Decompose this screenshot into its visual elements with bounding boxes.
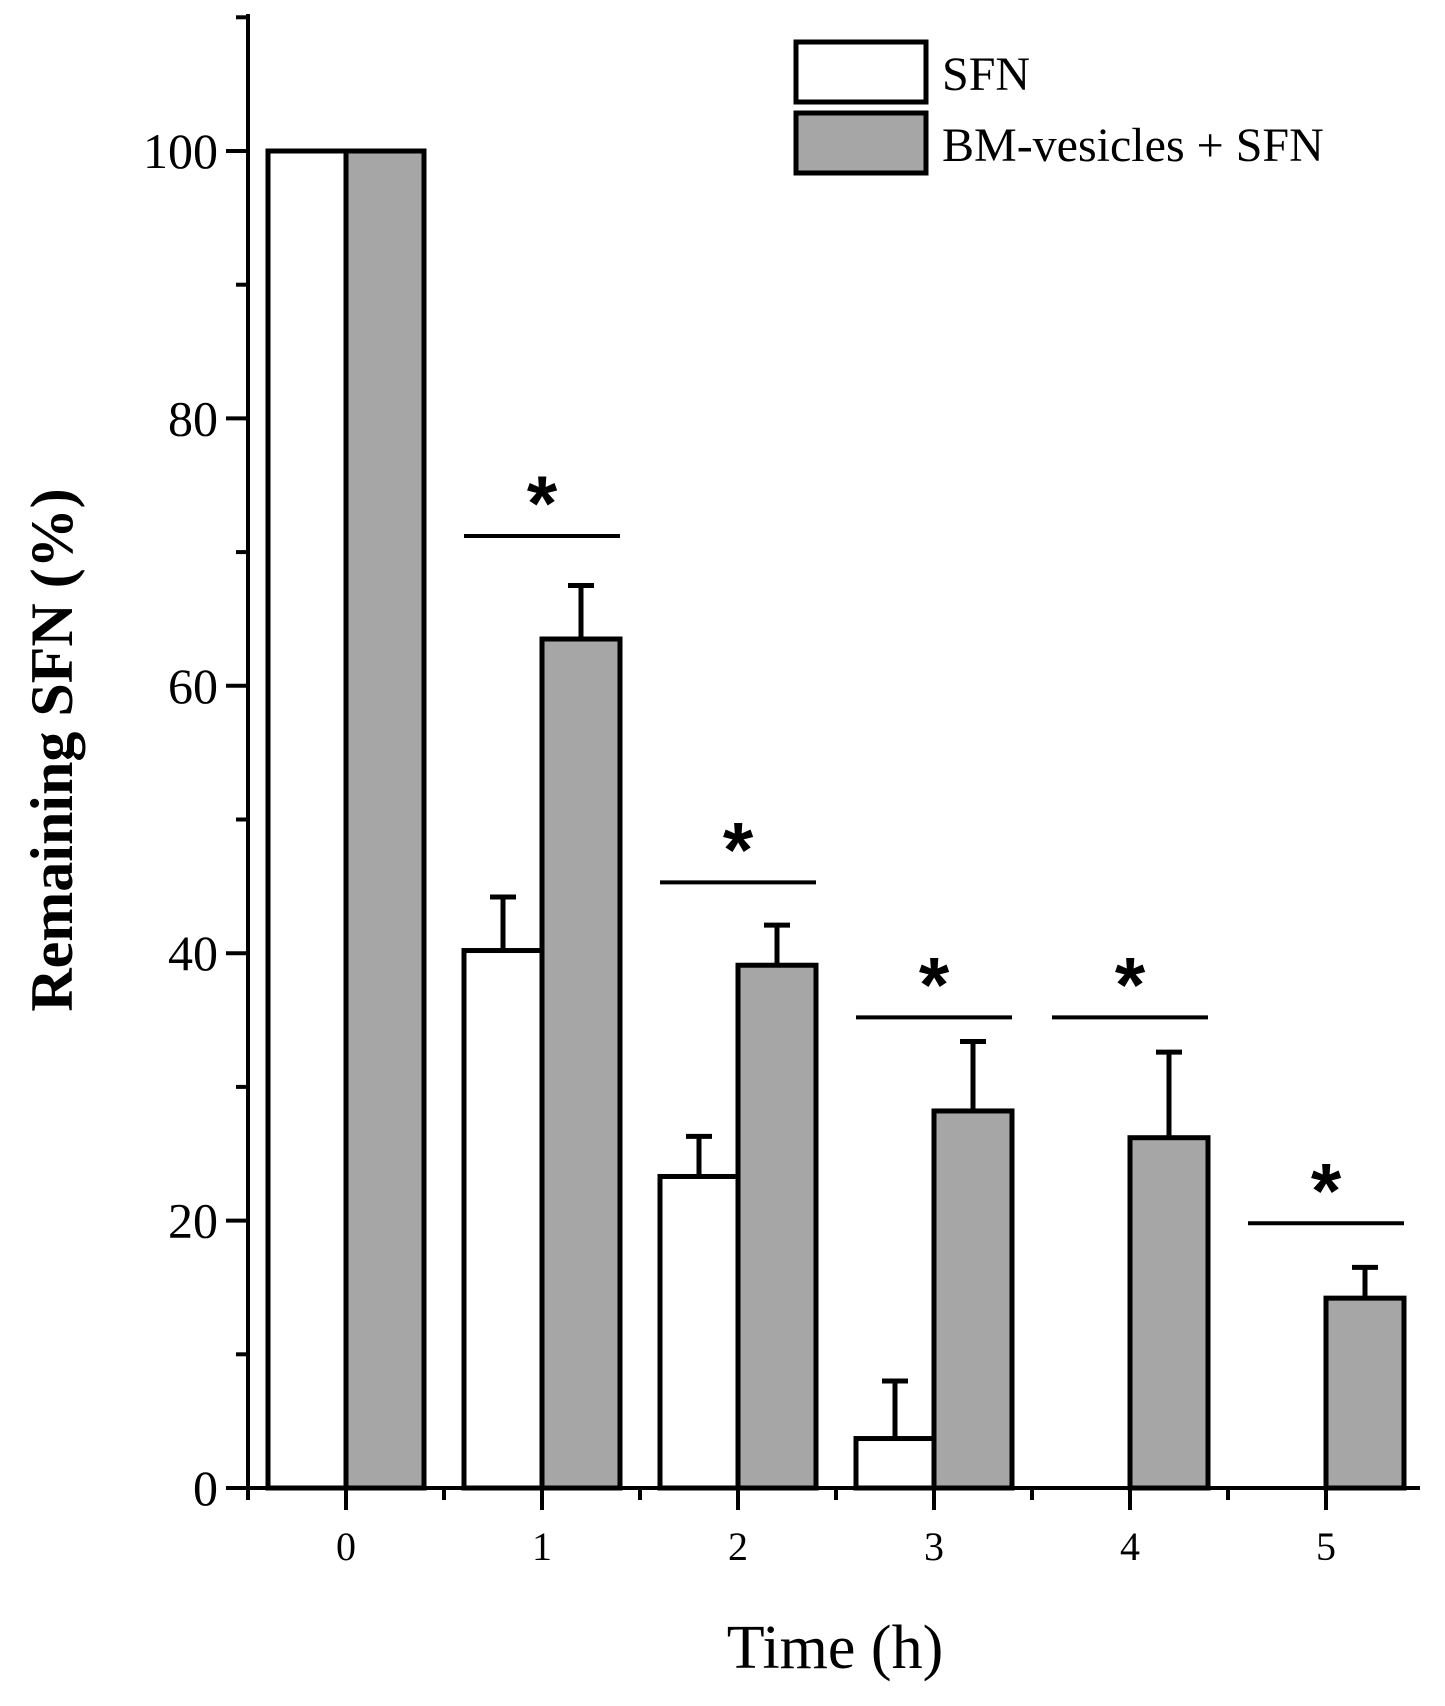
significance-layer: * * * * *	[464, 459, 1404, 1234]
significance-star-4: *	[1115, 940, 1146, 1028]
bar-bm-vesicles-sfn-0	[343, 148, 427, 1491]
bar-sfn-0	[265, 148, 349, 1491]
y-tick-label-100: 100	[143, 123, 218, 179]
y-tick-label-60: 60	[168, 658, 218, 714]
legend-swatch-bm-vesicles-sfn	[793, 110, 929, 176]
bar-bm-vesicles-sfn-3	[931, 1108, 1015, 1491]
significance-star-5: *	[1311, 1146, 1342, 1234]
x-tick-label-0: 0	[336, 1524, 356, 1569]
bar-bm-vesicles-sfn-4	[1127, 1135, 1211, 1491]
bar-sfn-2	[657, 1173, 741, 1491]
bar-sfn-3	[853, 1436, 937, 1491]
bar-bm-vesicles-sfn-2	[735, 962, 819, 1491]
x-tick-label-5: 5	[1316, 1524, 1336, 1569]
legend: SFN BM-vesicles + SFN	[793, 39, 1324, 176]
legend-swatch-sfn	[793, 39, 929, 105]
y-tick-label-40: 40	[168, 925, 218, 981]
x-axis-title: Time (h)	[727, 1614, 943, 1682]
significance-star-1: *	[527, 459, 558, 547]
bar-bm-vesicles-sfn-1	[539, 636, 623, 1491]
significance-star-3: *	[919, 940, 950, 1028]
y-tick-label-80: 80	[168, 390, 218, 446]
y-axis-title: Remaining SFN (%)	[19, 488, 85, 1011]
x-tick-label-2: 2	[728, 1524, 748, 1569]
legend-label-sfn: SFN	[942, 48, 1030, 101]
significance-star-2: *	[723, 805, 754, 893]
bars-layer	[265, 148, 1407, 1491]
x-tick-label-1: 1	[532, 1524, 552, 1569]
bar-sfn-1	[461, 948, 545, 1491]
bar-bm-vesicles-sfn-5	[1323, 1295, 1407, 1491]
legend-label-bm-vesicles-sfn: BM-vesicles + SFN	[942, 119, 1324, 172]
x-tick-label-4: 4	[1120, 1524, 1140, 1569]
x-tick-label-3: 3	[924, 1524, 944, 1569]
y-tick-label-20: 20	[168, 1193, 218, 1249]
y-tick-label-0: 0	[193, 1460, 218, 1516]
error-bars-layer	[490, 583, 1378, 1439]
axes-layer: 0 20 40 60 80 100 0 1 2 3 4 5	[143, 14, 1420, 1569]
